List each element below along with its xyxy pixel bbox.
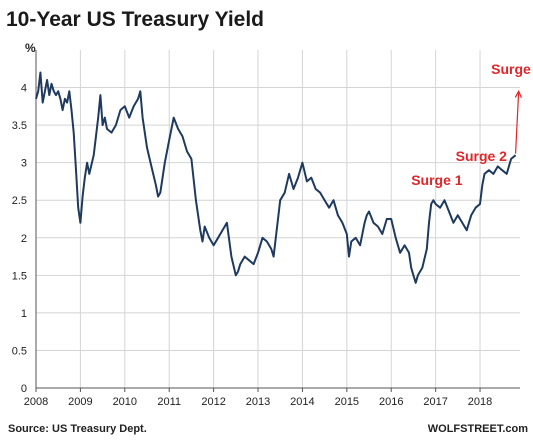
- surge-annotation: Surge 1: [411, 172, 463, 188]
- axes: [35, 50, 520, 392]
- credit-note: WOLFSTREET.com: [428, 423, 528, 435]
- y-tick-label: 0.5: [12, 345, 27, 357]
- chart-title: 10-Year US Treasury Yield: [6, 8, 264, 31]
- x-tick-label: 2012: [201, 396, 225, 408]
- y-tick-label: 0: [21, 383, 27, 395]
- x-tick-labels: 2008 2009 2010 2011 2012 2013 2014 2015 2016 2017…: [24, 396, 493, 408]
- x-tick-label: 2010: [113, 396, 137, 408]
- y-tick-label: 1.5: [12, 270, 27, 282]
- x-tick-label: 2018: [468, 396, 492, 408]
- annotations: Surge 1 Surge 2 Surge 3: [411, 61, 533, 188]
- y-tick-label: 3.5: [12, 120, 27, 132]
- source-note: Source: US Treasury Dept.: [8, 423, 147, 435]
- x-tick-label: 2015: [335, 396, 359, 408]
- y-tick-labels: 0 0.5 1 1.5 2 2.5 3 3.5 4: [12, 83, 27, 395]
- x-tick-label: 2016: [379, 396, 403, 408]
- x-tick-label: 2017: [423, 396, 447, 408]
- x-tick-label: 2013: [246, 396, 270, 408]
- yield-series-line: [35, 71, 517, 284]
- y-tick-label: 2: [21, 233, 27, 245]
- y-tick-label: 4: [21, 83, 27, 95]
- x-tick-label: 2009: [68, 396, 92, 408]
- y-tick-label: 1: [21, 308, 27, 320]
- y-unit-label: %: [25, 41, 36, 55]
- surge-arrow-line: [514, 91, 520, 154]
- series-layer: [35, 71, 517, 284]
- x-tick-label: 2011: [157, 396, 181, 408]
- surge-annotation: Surge 3: [491, 61, 533, 77]
- y-tick-label: 2.5: [12, 195, 27, 207]
- x-tick-label: 2008: [24, 396, 48, 408]
- x-tick-label: 2014: [290, 396, 314, 408]
- surge-arrow-head: [514, 89, 522, 98]
- surge-annotation: Surge 2: [456, 148, 508, 164]
- y-tick-label: 3: [21, 158, 27, 170]
